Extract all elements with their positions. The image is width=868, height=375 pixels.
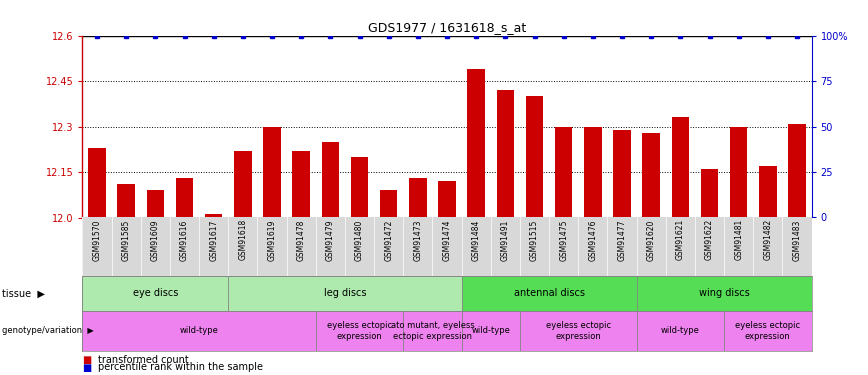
Bar: [555, 126, 572, 218]
Bar: [636, 311, 724, 351]
Bar: [176, 178, 194, 218]
Bar: [700, 169, 718, 217]
Text: ■: ■: [82, 355, 92, 364]
Text: GSM91515: GSM91515: [530, 219, 539, 261]
Bar: [409, 178, 426, 218]
Bar: [82, 276, 228, 311]
Text: eyeless ectopic
expression: eyeless ectopic expression: [546, 321, 611, 340]
Text: GSM91481: GSM91481: [734, 219, 743, 261]
Title: GDS1977 / 1631618_s_at: GDS1977 / 1631618_s_at: [368, 21, 526, 34]
Bar: [730, 126, 747, 218]
Text: GSM91482: GSM91482: [763, 219, 773, 261]
Text: eyeless ectopic
expression: eyeless ectopic expression: [327, 321, 392, 340]
Text: ato mutant, eyeless
ectopic expression: ato mutant, eyeless ectopic expression: [391, 321, 474, 340]
Bar: [316, 311, 404, 351]
Text: GSM91473: GSM91473: [413, 219, 423, 261]
Bar: [322, 142, 339, 218]
Text: GSM91570: GSM91570: [93, 219, 102, 261]
Bar: [89, 148, 106, 217]
Bar: [520, 311, 636, 351]
Bar: [788, 123, 806, 218]
Bar: [614, 130, 631, 218]
Text: GSM91480: GSM91480: [355, 219, 364, 261]
Bar: [642, 133, 660, 218]
Text: wild-type: wild-type: [661, 326, 700, 335]
Text: GSM91616: GSM91616: [180, 219, 189, 261]
Bar: [438, 181, 456, 218]
Text: antennal discs: antennal discs: [514, 288, 584, 298]
Bar: [468, 69, 485, 218]
Bar: [234, 151, 252, 217]
Bar: [293, 151, 310, 217]
Text: wild-type: wild-type: [180, 326, 219, 335]
Text: GSM91477: GSM91477: [617, 219, 627, 261]
Text: tissue  ▶: tissue ▶: [2, 288, 44, 298]
Bar: [526, 96, 543, 218]
Text: GSM91475: GSM91475: [559, 219, 569, 261]
Bar: [82, 311, 316, 351]
Text: GSM91484: GSM91484: [471, 219, 481, 261]
Text: eye discs: eye discs: [133, 288, 178, 298]
Text: wild-type: wild-type: [471, 326, 510, 335]
Bar: [263, 126, 280, 218]
Bar: [380, 190, 398, 217]
Text: GSM91585: GSM91585: [122, 219, 131, 261]
Text: GSM91617: GSM91617: [209, 219, 218, 261]
Bar: [205, 214, 222, 217]
Text: percentile rank within the sample: percentile rank within the sample: [98, 363, 263, 372]
Bar: [636, 276, 812, 311]
Bar: [462, 311, 520, 351]
Text: GSM91474: GSM91474: [443, 219, 451, 261]
Text: GSM91618: GSM91618: [239, 219, 247, 261]
Text: GSM91609: GSM91609: [151, 219, 160, 261]
Text: GSM91476: GSM91476: [589, 219, 597, 261]
Bar: [584, 126, 602, 218]
Text: GSM91472: GSM91472: [385, 219, 393, 261]
Bar: [351, 157, 368, 218]
Bar: [147, 190, 164, 217]
Bar: [228, 276, 462, 311]
Text: GSM91483: GSM91483: [792, 219, 801, 261]
Text: transformed count: transformed count: [98, 355, 189, 364]
Text: GSM91478: GSM91478: [297, 219, 306, 261]
Text: GSM91620: GSM91620: [647, 219, 655, 261]
Text: genotype/variation  ▶: genotype/variation ▶: [2, 326, 94, 335]
Text: ■: ■: [82, 363, 92, 372]
Text: GSM91619: GSM91619: [267, 219, 277, 261]
Bar: [760, 166, 777, 218]
Bar: [496, 90, 514, 218]
Text: GSM91621: GSM91621: [676, 219, 685, 261]
Text: GSM91491: GSM91491: [501, 219, 510, 261]
Text: GSM91479: GSM91479: [326, 219, 335, 261]
Bar: [462, 276, 636, 311]
Bar: [724, 311, 812, 351]
Bar: [672, 117, 689, 218]
Text: wing discs: wing discs: [699, 288, 749, 298]
Bar: [117, 184, 135, 218]
Text: eyeless ectopic
expression: eyeless ectopic expression: [735, 321, 800, 340]
Bar: [404, 311, 462, 351]
Text: GSM91622: GSM91622: [705, 219, 714, 261]
Text: leg discs: leg discs: [324, 288, 366, 298]
